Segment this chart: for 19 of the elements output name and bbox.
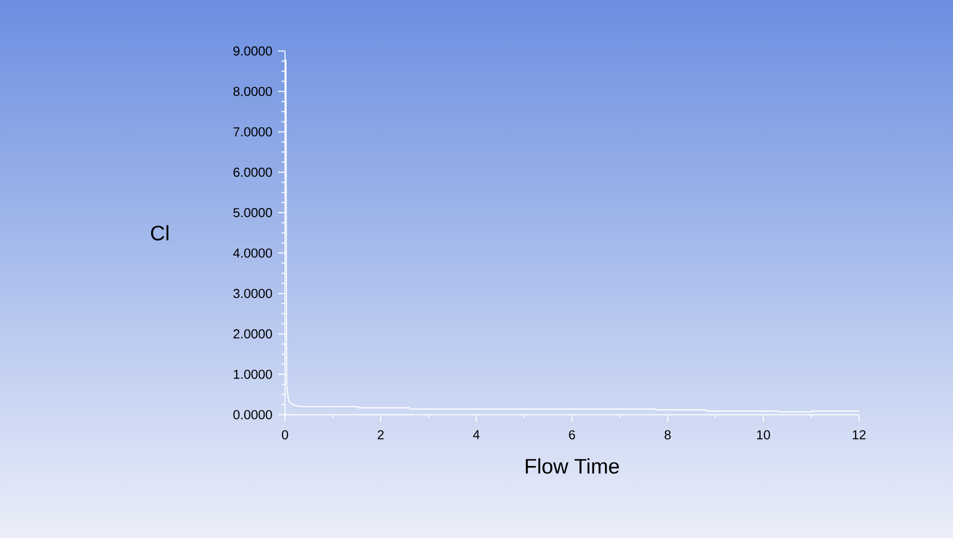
y-tick-label: 8.0000 (233, 86, 272, 96)
y-tick-label: 5.0000 (233, 208, 272, 218)
y-tick-label: 4.0000 (233, 248, 272, 258)
x-tick-label: 6 (569, 430, 576, 440)
y-tick-label: 3.0000 (233, 288, 272, 298)
y-axis-title: Cl (151, 225, 168, 241)
y-tick-label: 6.0000 (234, 168, 272, 177)
y-tick-label: 7.0000 (234, 127, 272, 136)
y-tick-label: 1.0000 (234, 370, 272, 379)
x-tick-label: 4 (473, 430, 480, 440)
x-tick-label: 8 (664, 430, 671, 440)
y-tick-label: 9.0000 (233, 46, 272, 56)
y-tick-label: 0.0000 (233, 410, 272, 420)
x-tick-label: 12 (852, 430, 866, 440)
x-tick-label: 10 (757, 430, 770, 440)
y-tick-label: 2.0000 (234, 329, 272, 338)
x-tick-label: 2 (378, 430, 384, 440)
x-tick-label: 0 (282, 430, 288, 440)
x-axis-title: Flow Time (526, 458, 619, 474)
